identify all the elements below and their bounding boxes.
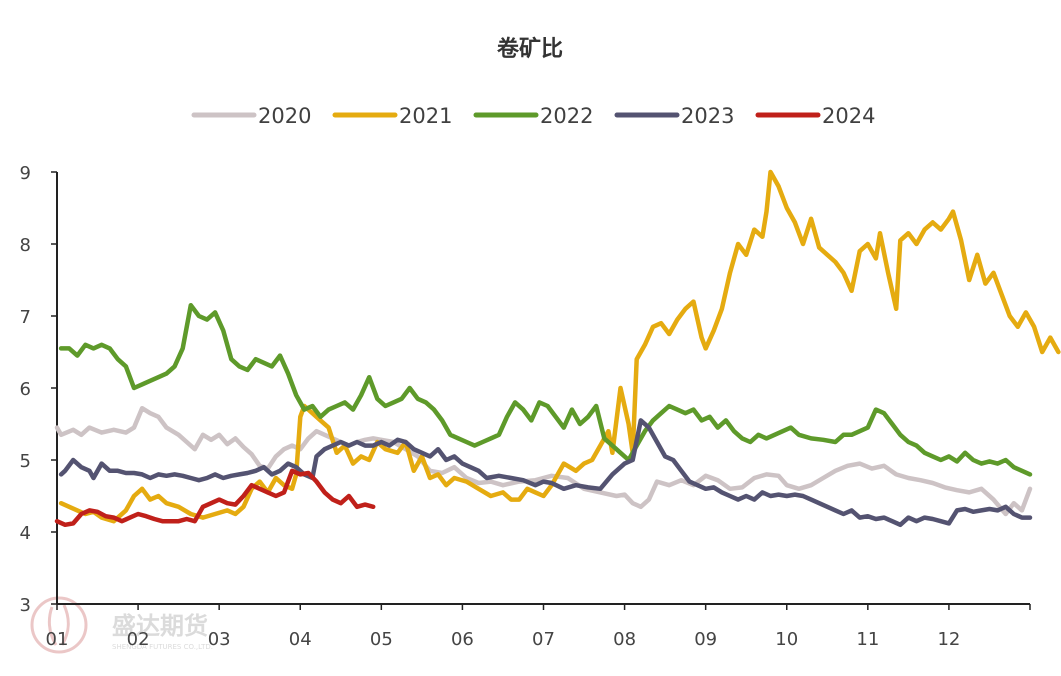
x-tick-label: 07 [532,629,555,650]
x-tick-label: 03 [208,629,231,650]
x-tick-label: 05 [370,629,393,650]
x-tick-label: 10 [775,629,798,650]
x-tick-label: 09 [694,629,717,650]
x-tick-label: 11 [856,629,879,650]
watermark-logo: 盛达期货 SHENGDA FUTURES CO.,LTD. [30,596,213,654]
y-tick-label: 6 [20,379,31,400]
axes: 3 4 5 6 7 8 9 01 02 03 04 05 06 07 08 09 10 11 12 [20,163,1031,650]
y-tick-label: 8 [20,235,31,256]
x-tick-label: 01 [46,629,69,650]
x-tick-label: 12 [937,629,960,650]
legend: 2020 2021 2022 2023 2024 [191,104,875,128]
watermark-text: 盛达期货 [112,612,208,640]
chart-title: 卷矿比 [496,36,563,62]
x-tick-label: 02 [127,629,150,650]
y-tick-label: 3 [20,595,31,616]
watermark-subtext: SHENGDA FUTURES CO.,LTD. [112,643,213,651]
y-tick-label: 4 [20,523,31,544]
series-line-2024 [54,468,376,528]
y-tick-label: 7 [20,307,31,328]
series-line-2022 [58,302,1033,477]
x-tick-label: 06 [451,629,474,650]
series-line-2020 [54,405,1033,517]
y-tick-label: 5 [20,451,31,472]
y-tick-label: 9 [20,163,31,184]
legend-label-2024: 2024 [822,104,875,128]
series-layer [54,169,1061,528]
x-tick-label: 08 [613,629,636,650]
legend-label-2023: 2023 [681,104,734,128]
series-line-2021 [58,169,1061,524]
x-tick-label: 04 [289,629,312,650]
legend-label-2022: 2022 [540,104,593,128]
legend-label-2021: 2021 [399,104,452,128]
series-line-2023 [58,418,1033,528]
legend-label-2020: 2020 [258,104,311,128]
